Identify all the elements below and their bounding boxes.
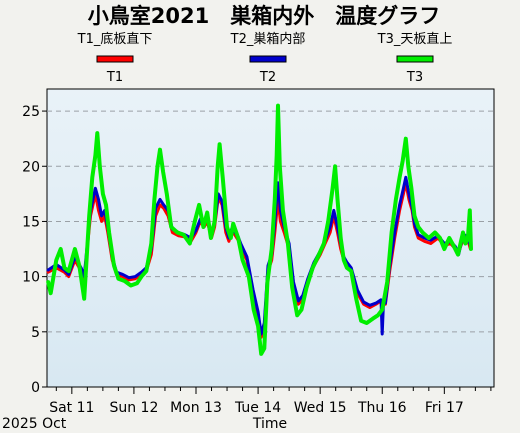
legend-name-t3: T3_天板直上 — [377, 32, 453, 47]
x-tick-label: Fri 17 — [425, 400, 464, 416]
y-tick-label: 20 — [22, 159, 40, 175]
x-tick-label: Sun 12 — [109, 400, 158, 416]
legend-swatch-t1 — [96, 55, 134, 63]
x-tick-label: Wed 15 — [294, 400, 347, 416]
legend-name-t2: T2_巣箱内部 — [230, 31, 306, 47]
y-tick-label: 25 — [22, 104, 40, 120]
legend-swatch-t3 — [396, 55, 434, 63]
x-tick-label: Thu 16 — [357, 400, 407, 416]
x-tick-label: Sat 11 — [49, 400, 94, 416]
x-tick-label: Mon 13 — [170, 400, 222, 416]
legend-label-t2: T2 — [259, 70, 276, 85]
x-axis-label: Time — [252, 416, 287, 432]
legend-swatch-t2 — [249, 55, 287, 63]
y-tick-label: 5 — [31, 325, 40, 341]
y-tick-label: 15 — [22, 214, 40, 230]
y-tick-label: 10 — [22, 270, 40, 286]
x-tick-label: Tue 14 — [234, 400, 281, 416]
legend-label-t3: T3 — [406, 70, 423, 85]
series-line-t3 — [46, 103, 473, 356]
series-lines — [46, 103, 473, 356]
legend-label-t1: T1 — [106, 70, 123, 85]
date-caption: 2025 Oct — [2, 416, 67, 432]
legend-name-t1: T1_底板直下 — [77, 31, 153, 47]
x-axis: Sat 11 Sun 12 Mon 13 Tue 14 Wed 15 Thu 16 Fri … — [49, 387, 492, 416]
y-tick-label: 0 — [31, 380, 40, 396]
y-axis: 0 5 10 15 20 25 — [22, 104, 47, 396]
legend: T1_底板直下 T1 T2_巣箱内部 T2 T3_天板直上 T3 — [77, 31, 453, 85]
chart-title: 小鳥室2021 巣箱内外 温度グラフ — [88, 4, 440, 28]
